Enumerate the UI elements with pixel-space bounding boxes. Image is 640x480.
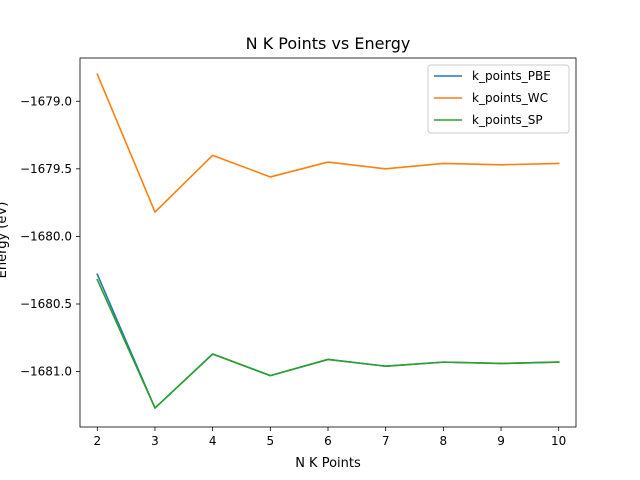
x-tick-label: 2 [93,434,101,448]
y-tick-label: −1679.5 [20,162,72,176]
y-tick-label: −1680.0 [20,229,72,243]
x-tick-label: 10 [551,434,566,448]
x-tick-label: 6 [324,434,332,448]
x-tick-label: 7 [382,434,390,448]
legend-label-k_points_WC: k_points_WC [472,91,548,105]
legend-label-k_points_PBE: k_points_PBE [472,69,551,83]
y-tick-label: −1680.5 [20,297,72,311]
legend-box [427,64,570,134]
x-tick-label: 5 [267,434,275,448]
x-tick-label: 8 [440,434,448,448]
chart-title: N K Points vs Energy [246,34,411,53]
y-tick-label: −1679.0 [20,94,72,108]
y-axis-label: Energy (eV) [0,202,10,279]
series-line-k_points_SP [96,278,560,409]
x-tick-label: 3 [151,434,159,448]
legend: k_points_PBE k_points_WC k_points_SP [427,64,570,134]
axes: 2 3 4 5 6 7 8 9 10 −1681.0 −1680.5 −1680.0 −1679.5 −1… [20,57,577,448]
x-tick-label: 9 [497,434,505,448]
series-lines [96,73,560,409]
y-tick-label: −1681.0 [20,365,72,379]
series-line-k_points_WC [96,73,560,213]
x-tick-label: 4 [209,434,217,448]
legend-label-k_points_SP: k_points_SP [472,113,543,127]
x-axis-label: N K Points [295,456,361,471]
